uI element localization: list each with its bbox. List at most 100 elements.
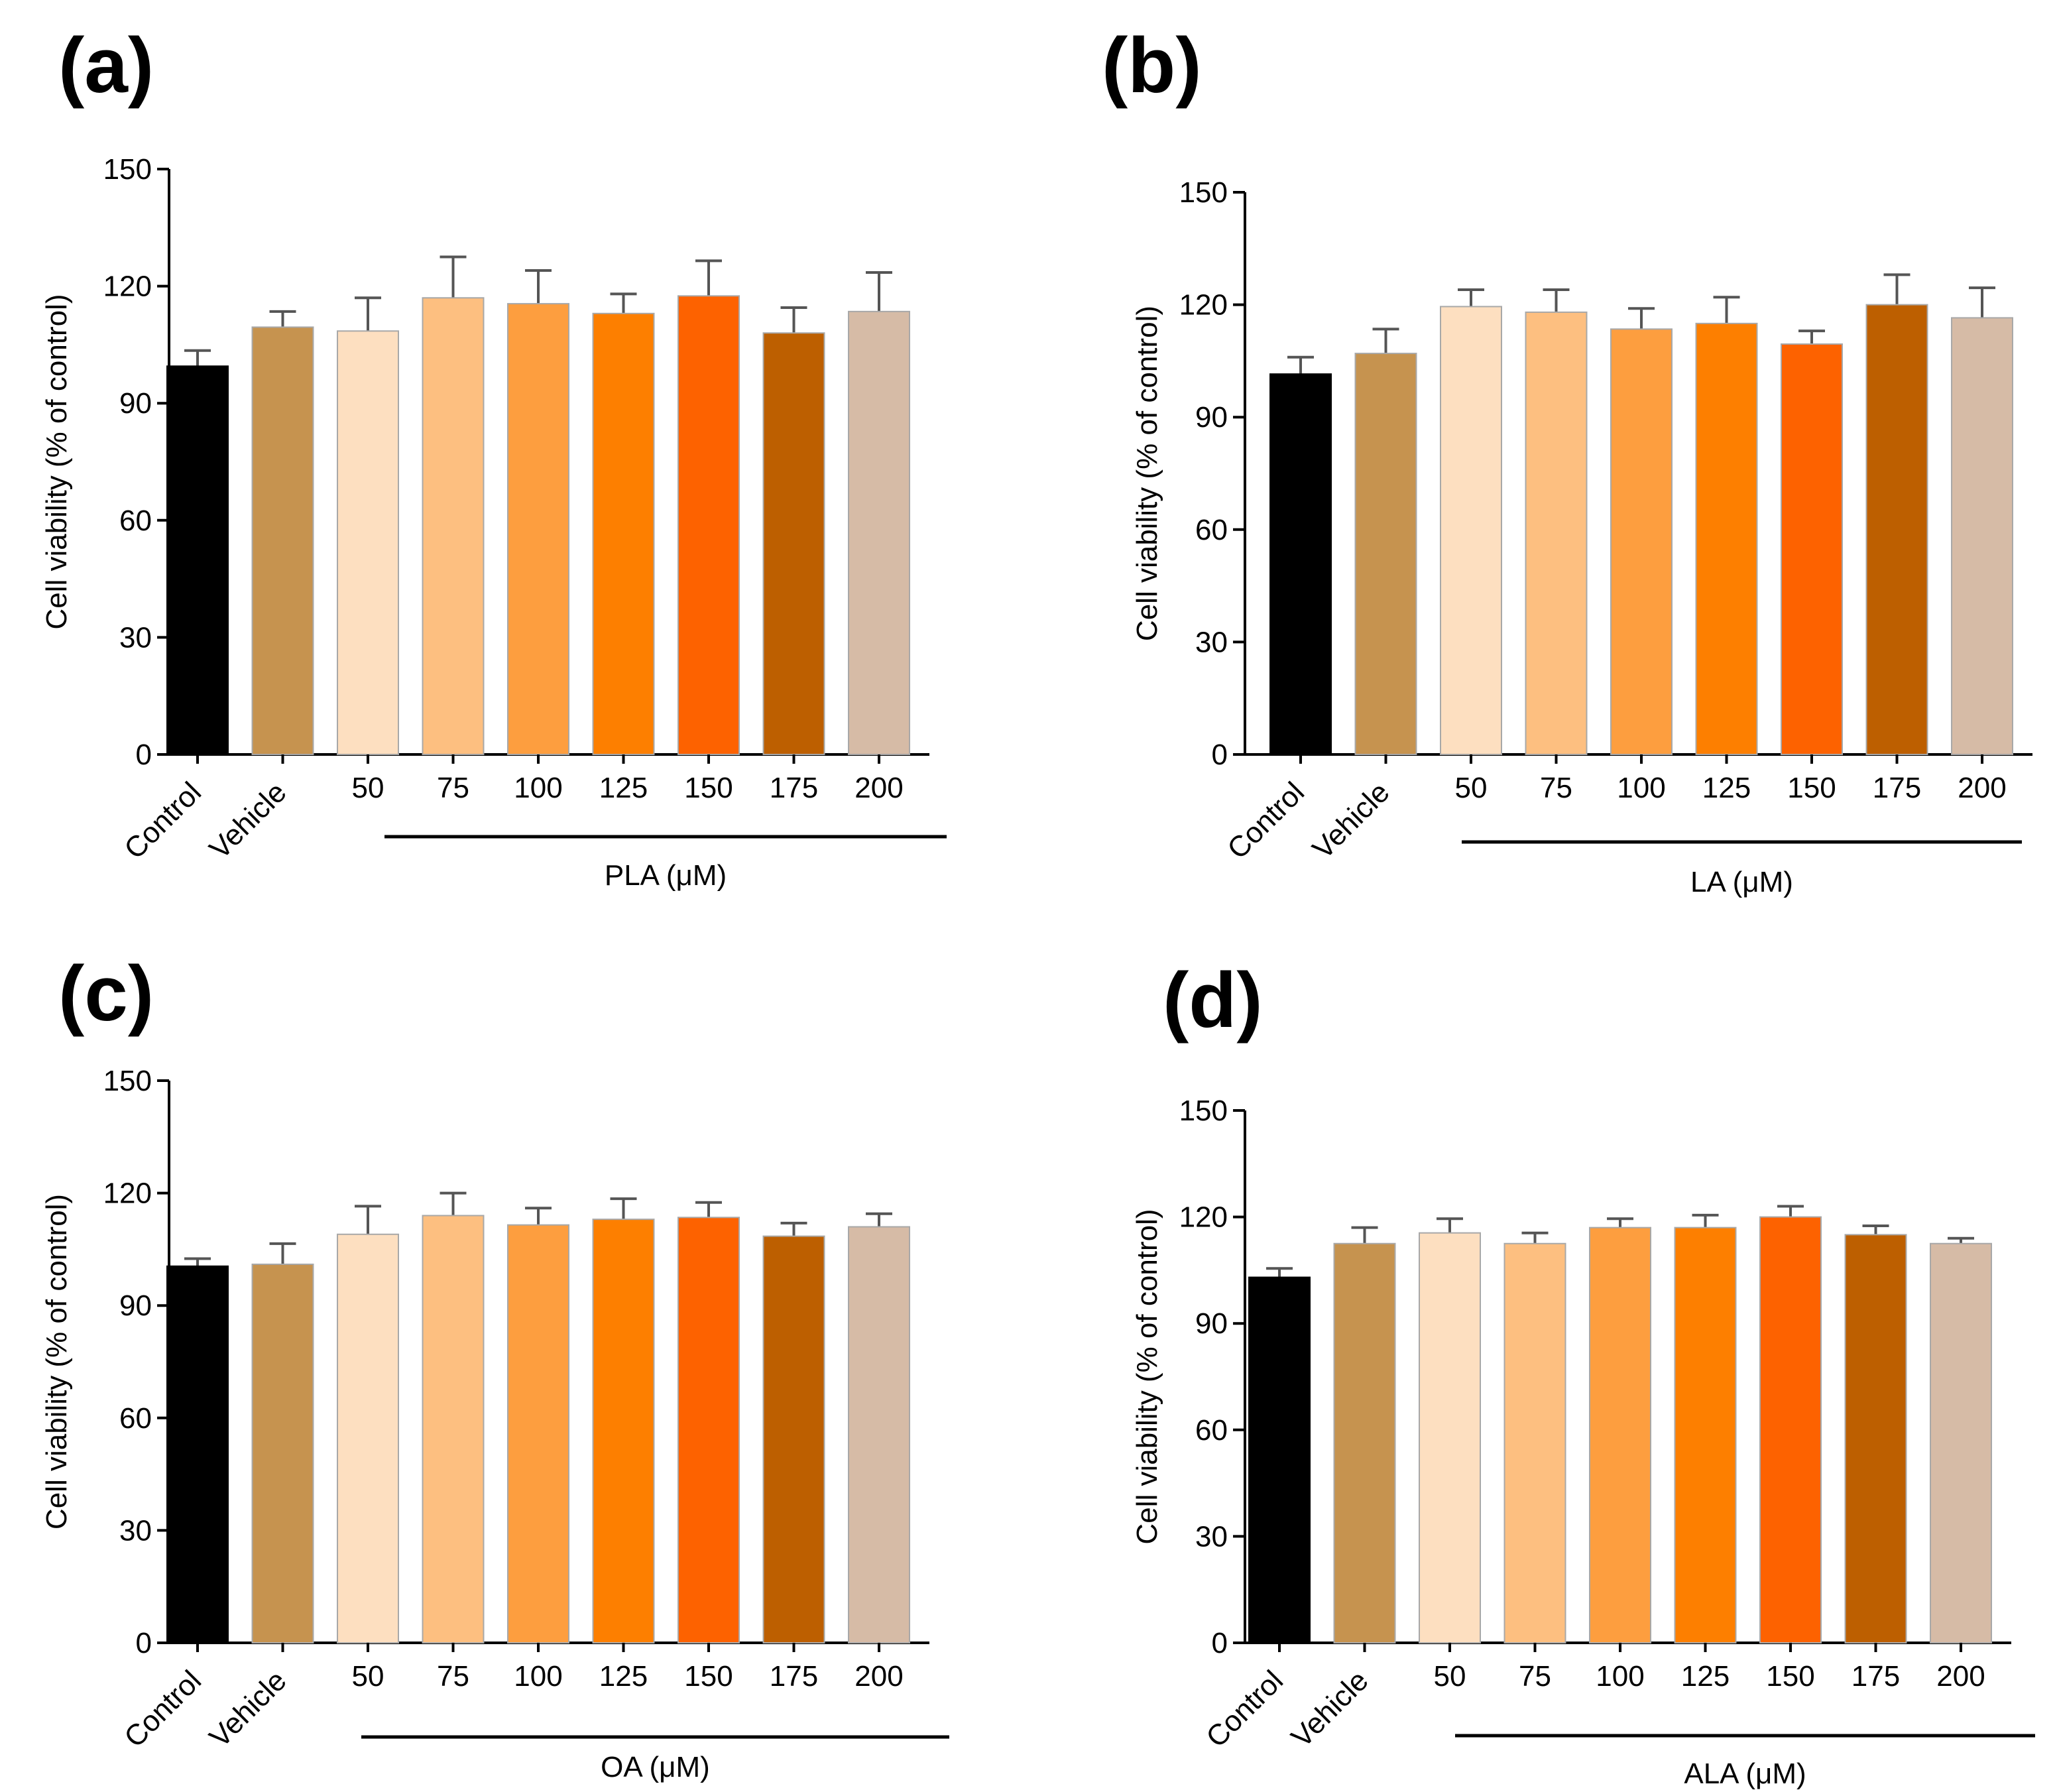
group-label: LA (μM) — [1690, 866, 1793, 898]
y-axis-title: Cell viability (% of control) — [1131, 1209, 1163, 1544]
x-tick-label: 175 — [1873, 772, 1921, 804]
bar — [1695, 322, 1758, 756]
x-tick-label: Vehicle — [1307, 776, 1396, 865]
x-tick-label: 50 — [1434, 1660, 1466, 1693]
y-tick-label: 60 — [119, 505, 152, 537]
bar — [337, 1233, 399, 1643]
y-tick-label: 120 — [1179, 289, 1228, 322]
y-tick-label: 30 — [1195, 626, 1228, 658]
x-tick-label: 125 — [1702, 772, 1751, 804]
x-tick-label: 150 — [1787, 772, 1836, 804]
bar — [1781, 343, 1843, 755]
x-tick-label: 175 — [770, 772, 818, 804]
bar — [1354, 353, 1417, 755]
x-tick-label: 150 — [684, 772, 733, 804]
panel-label-b: (b) — [1102, 22, 1202, 109]
bar — [337, 330, 399, 755]
bar — [848, 310, 910, 755]
bar — [422, 1215, 485, 1643]
y-tick-label: 150 — [1179, 1095, 1228, 1127]
x-tick-label: Control — [118, 1664, 207, 1754]
y-tick-label: 150 — [103, 153, 152, 186]
x-tick-label: 100 — [514, 772, 562, 804]
bar — [677, 295, 740, 756]
group-label: PLA (μM) — [605, 859, 727, 892]
panel-label-d: (d) — [1163, 957, 1263, 1044]
x-tick-label: 200 — [1958, 772, 2006, 804]
x-tick-label: 125 — [599, 1660, 648, 1693]
bar — [1930, 1242, 1992, 1643]
x-tick-label: Vehicle — [1285, 1664, 1375, 1754]
bar — [592, 1219, 655, 1643]
x-tick-label: Vehicle — [204, 1664, 293, 1754]
y-tick-label: 30 — [119, 621, 152, 654]
x-tick-label: 75 — [437, 772, 469, 804]
group-label: ALA (μM) — [1684, 1758, 1806, 1790]
y-tick-label: 60 — [1195, 1414, 1228, 1447]
x-tick-label: 100 — [1617, 772, 1665, 804]
x-tick-label: Control — [1221, 776, 1311, 865]
bar — [1333, 1242, 1396, 1643]
x-tick-label: 200 — [854, 1660, 903, 1693]
x-tick-label: Vehicle — [204, 776, 293, 865]
x-tick-label: Control — [118, 776, 207, 865]
panel-label-c: (c) — [58, 950, 154, 1038]
bar — [1951, 317, 2013, 755]
bar — [422, 297, 485, 755]
bar — [507, 303, 569, 755]
bar — [1248, 1276, 1311, 1643]
x-tick-label: 50 — [352, 772, 384, 804]
x-tick-label: 75 — [1540, 772, 1572, 804]
bar — [1865, 304, 1928, 756]
bar — [1589, 1226, 1651, 1644]
y-tick-label: 30 — [119, 1514, 152, 1547]
y-tick-label: 90 — [119, 387, 152, 420]
x-tick-label: 200 — [854, 772, 903, 804]
y-axis-title: Cell viability (% of control) — [40, 1194, 73, 1529]
bar — [1419, 1232, 1481, 1643]
x-tick-label: 200 — [1936, 1660, 1985, 1693]
bar — [1440, 306, 1502, 755]
y-tick-label: 150 — [1179, 176, 1228, 209]
bar — [762, 1235, 825, 1643]
x-tick-label: Control — [1200, 1664, 1289, 1754]
x-tick-label: 125 — [1681, 1660, 1730, 1693]
y-tick-label: 0 — [1212, 739, 1228, 771]
group-label: OA (μM) — [601, 1751, 710, 1783]
bar — [507, 1224, 569, 1643]
x-tick-label: 50 — [352, 1660, 384, 1693]
x-tick-label: 50 — [1455, 772, 1488, 804]
y-tick-label: 0 — [1212, 1627, 1228, 1659]
y-tick-label: 120 — [1179, 1201, 1228, 1234]
x-tick-label: 175 — [770, 1660, 818, 1693]
y-tick-label: 90 — [119, 1289, 152, 1322]
bar — [762, 332, 825, 755]
y-tick-label: 60 — [119, 1402, 152, 1435]
y-tick-label: 150 — [103, 1065, 152, 1097]
bar — [166, 365, 229, 755]
y-tick-label: 90 — [1195, 401, 1228, 434]
x-tick-label: 100 — [1596, 1660, 1644, 1693]
bar — [251, 326, 314, 756]
y-axis-title: Cell viability (% of control) — [40, 294, 73, 629]
bar — [1269, 373, 1332, 755]
y-tick-label: 0 — [136, 1627, 152, 1659]
y-tick-label: 120 — [103, 1177, 152, 1210]
bar — [1674, 1226, 1737, 1644]
x-tick-label: 175 — [1852, 1660, 1900, 1693]
bar — [166, 1265, 229, 1643]
x-tick-label: 100 — [514, 1660, 562, 1693]
y-tick-label: 120 — [103, 270, 152, 303]
bar — [1844, 1234, 1907, 1644]
bar — [1503, 1242, 1566, 1643]
bar — [1759, 1216, 1822, 1643]
x-tick-label: 150 — [684, 1660, 733, 1693]
y-tick-label: 60 — [1195, 514, 1228, 546]
x-tick-label: 125 — [599, 772, 648, 804]
y-tick-label: 0 — [136, 739, 152, 771]
bar — [848, 1226, 910, 1643]
y-tick-label: 30 — [1195, 1520, 1228, 1553]
x-tick-label: 150 — [1766, 1660, 1814, 1693]
x-tick-label: 75 — [1519, 1660, 1551, 1693]
